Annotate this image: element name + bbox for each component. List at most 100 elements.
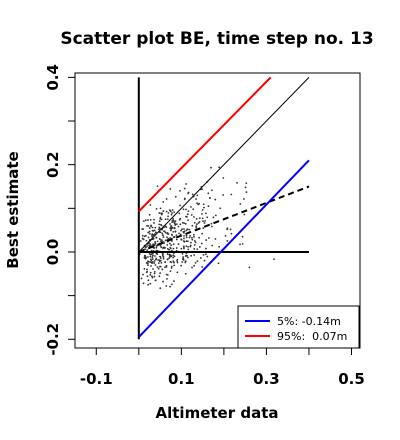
data-point: [166, 247, 169, 250]
data-point: [149, 243, 152, 245]
data-point: [151, 229, 154, 232]
data-point: [161, 268, 164, 271]
data-point: [150, 224, 152, 227]
data-point: [169, 270, 172, 273]
data-point: [205, 253, 207, 256]
data-point: [189, 245, 192, 248]
data-point: [148, 227, 151, 230]
data-point: [191, 224, 194, 227]
data-point: [192, 233, 195, 236]
data-point: [144, 257, 147, 260]
data-point: [159, 238, 161, 241]
legend-label-95pct: 95%: 0.07m: [277, 330, 347, 343]
data-point: [146, 249, 149, 251]
data-point: [190, 214, 193, 216]
ref-line-regression: [138, 185, 310, 253]
data-point: [191, 236, 193, 239]
data-point: [185, 208, 187, 211]
data-point: [168, 209, 171, 212]
data-point: [175, 234, 178, 236]
data-point: [214, 198, 217, 201]
data-point: [169, 285, 171, 288]
data-point: [149, 261, 152, 263]
data-point: [183, 231, 185, 234]
data-point: [239, 203, 242, 205]
data-point: [153, 229, 156, 232]
data-point: [158, 275, 161, 278]
data-point: [168, 248, 171, 251]
data-point: [182, 245, 185, 248]
data-point: [187, 256, 189, 259]
data-point: [162, 210, 165, 212]
data-point: [183, 237, 185, 240]
data-point: [198, 202, 201, 205]
data-point: [145, 246, 147, 249]
data-point: [147, 236, 150, 239]
data-point: [201, 188, 204, 191]
data-point: [153, 260, 156, 262]
data-point: [183, 187, 186, 190]
data-point: [173, 226, 176, 229]
data-point: [165, 210, 168, 213]
data-point: [204, 220, 207, 222]
data-point: [162, 280, 164, 283]
data-point: [170, 224, 173, 227]
data-point: [163, 242, 165, 245]
data-point: [176, 223, 178, 225]
x-axis: -0.1 0.1 0.3 0.5: [80, 348, 365, 388]
data-point: [244, 186, 247, 189]
data-point: [164, 266, 166, 269]
data-point: [190, 254, 193, 257]
data-point: [185, 236, 188, 239]
data-point: [168, 242, 171, 245]
data-point: [214, 238, 217, 240]
data-point: [193, 221, 196, 224]
y-tick-label: 0.0: [44, 239, 62, 266]
data-point: [172, 230, 175, 233]
data-point: [182, 259, 185, 261]
data-point: [160, 213, 163, 216]
data-point: [183, 234, 185, 237]
data-point: [147, 256, 149, 258]
data-point: [162, 236, 165, 239]
data-point: [151, 276, 154, 279]
x-tick-label: 0.3: [253, 370, 280, 388]
data-point: [178, 218, 181, 221]
data-point: [156, 253, 159, 256]
data-point: [146, 262, 149, 265]
data-point: [192, 208, 195, 211]
data-point: [151, 226, 154, 229]
data-point: [164, 218, 167, 221]
data-point: [180, 229, 182, 232]
data-point: [193, 244, 196, 246]
data-point: [144, 219, 147, 222]
data-point: [183, 222, 186, 225]
data-point: [180, 264, 183, 267]
data-point: [190, 241, 192, 244]
data-point: [202, 220, 204, 223]
data-point: [161, 232, 164, 235]
data-point: [140, 277, 143, 280]
data-point: [149, 271, 152, 274]
data-point: [148, 261, 151, 263]
data-point: [168, 253, 171, 256]
data-point: [218, 245, 220, 248]
data-point: [174, 230, 177, 233]
data-point: [187, 240, 189, 243]
legend-box: [237, 305, 360, 349]
data-point: [172, 260, 175, 263]
data-point: [177, 243, 180, 246]
data-point: [159, 287, 162, 290]
data-point: [139, 240, 142, 242]
data-point: [147, 231, 150, 234]
data-point: [154, 241, 156, 243]
data-point: [218, 166, 221, 169]
data-point: [155, 245, 158, 247]
data-point: [170, 213, 173, 216]
data-point: [158, 220, 161, 222]
data-point: [155, 207, 158, 210]
data-point: [143, 235, 146, 238]
ref-line-5pct: [138, 159, 310, 338]
data-point: [193, 216, 195, 218]
data-point: [187, 245, 189, 248]
